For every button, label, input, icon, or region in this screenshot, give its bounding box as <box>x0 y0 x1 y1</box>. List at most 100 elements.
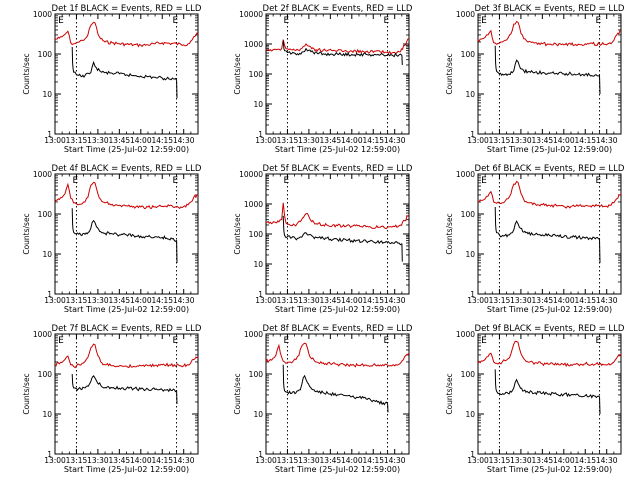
event-marker-label: E <box>173 336 179 346</box>
plot-panel-7: Det 7f BLACK = Events, RED = LLD 1 10 100 10… <box>22 324 202 474</box>
x-tick-label: 14:15 <box>362 136 384 145</box>
x-tick-label: 13:45 <box>320 136 342 145</box>
panel-title: Det 5f BLACK = Events, RED = LLD <box>263 164 413 174</box>
event-marker-label: E <box>384 336 390 346</box>
x-tick-label: 14:30 <box>596 136 618 145</box>
events-series-line <box>599 75 601 95</box>
y-tick-label: 100 <box>249 230 264 239</box>
plot-panel-6: Det 6f BLACK = Events, RED = LLD 1 10 100 10… <box>445 164 625 314</box>
x-tick-label: 14:15 <box>362 456 384 465</box>
x-tick-label: 14:30 <box>384 136 406 145</box>
y-tick-label: 1000 <box>33 170 52 179</box>
x-tick-label: 13:15 <box>489 456 511 465</box>
plot-panel-2: Det 2f BLACK = Events, RED = LLD 1 10 100 10… <box>233 4 413 154</box>
y-tick-label: 10 <box>42 250 52 259</box>
y-axis-label: Counts/sec <box>22 53 31 94</box>
plot-panel-3: Det 3f BLACK = Events, RED = LLD 1 10 100 10… <box>445 4 625 154</box>
y-tick-label: 10 <box>253 100 263 109</box>
y-tick-label: 1000 <box>244 200 263 209</box>
y-tick-label: 10000 <box>239 10 263 19</box>
lld-series-line <box>54 181 198 210</box>
x-tick-label: 14:30 <box>384 456 406 465</box>
event-marker-label: E <box>384 16 390 26</box>
x-tick-label: 13:15 <box>277 296 299 305</box>
events-series-line <box>282 215 403 246</box>
plot-panel-8: Det 8f BLACK = Events, RED = LLD 1 10 100 10… <box>233 324 413 474</box>
event-marker-label: E <box>481 336 487 346</box>
y-axis-label: Counts/sec <box>22 213 31 254</box>
lld-series-line <box>54 343 199 369</box>
x-tick-label: 14:30 <box>384 296 406 305</box>
x-axis-label: Start Time (25-Jul-02 12:59:00) <box>64 145 189 154</box>
x-tick-label: 13:15 <box>489 136 511 145</box>
x-axis-label: Start Time (25-Jul-02 12:59:00) <box>487 305 612 314</box>
x-tick-label: 13:45 <box>532 136 554 145</box>
panel-title: Det 7f BLACK = Events, RED = LLD <box>52 324 202 334</box>
y-tick-label: 10 <box>42 410 52 419</box>
panel-title: Det 8f BLACK = Events, RED = LLD <box>263 324 413 334</box>
y-tick-label: 1000 <box>456 10 475 19</box>
event-marker-label: E <box>72 176 78 186</box>
x-tick-label: 14:30 <box>173 456 195 465</box>
lld-series-line <box>54 21 199 48</box>
panel-title: Det 6f BLACK = Events, RED = LLD <box>475 164 625 174</box>
y-axis-label: Counts/sec <box>445 53 454 94</box>
event-marker-label: E <box>173 176 179 186</box>
y-tick-label: 1 <box>258 130 263 139</box>
x-tick-label: 13:15 <box>489 296 511 305</box>
x-tick-label: 13:15 <box>66 456 88 465</box>
lld-series-line <box>265 202 410 230</box>
panel-title: Det 2f BLACK = Events, RED = LLD <box>263 4 413 14</box>
x-tick-label: 14:00 <box>130 296 152 305</box>
x-tick-label: 13:30 <box>510 456 532 465</box>
y-tick-label: 100 <box>249 370 264 379</box>
y-tick-label: 1000 <box>244 40 263 49</box>
y-tick-label: 1 <box>47 450 52 459</box>
events-series-line <box>282 364 389 406</box>
x-tick-label: 13:00 <box>467 456 489 465</box>
x-tick-label: 13:30 <box>298 296 320 305</box>
x-tick-label: 13:30 <box>87 296 109 305</box>
events-series-line <box>71 373 177 393</box>
y-axis-label: Counts/sec <box>445 213 454 254</box>
y-tick-label: 1 <box>47 130 52 139</box>
x-tick-label: 13:15 <box>66 296 88 305</box>
y-axis-label: Counts/sec <box>445 373 454 414</box>
x-tick-label: 14:00 <box>341 296 363 305</box>
x-tick-label: 14:00 <box>130 456 152 465</box>
x-tick-label: 14:15 <box>574 136 596 145</box>
y-tick-label: 10 <box>465 90 475 99</box>
y-tick-label: 1000 <box>456 330 475 339</box>
event-marker-label: E <box>596 16 602 26</box>
x-tick-label: 13:45 <box>320 296 342 305</box>
x-tick-label: 13:30 <box>298 136 320 145</box>
x-tick-label: 13:00 <box>255 296 277 305</box>
x-tick-label: 13:00 <box>44 136 66 145</box>
x-tick-label: 14:00 <box>553 296 575 305</box>
y-axis-label: Counts/sec <box>233 213 242 254</box>
y-tick-label: 1000 <box>456 170 475 179</box>
plot-panel-5: Det 5f BLACK = Events, RED = LLD 1 10 100 10… <box>233 164 413 314</box>
panel-title: Det 4f BLACK = Events, RED = LLD <box>52 164 202 174</box>
event-marker-label: E <box>596 336 602 346</box>
x-tick-label: 14:00 <box>341 456 363 465</box>
plot-panel-1: Det 1f BLACK = Events, RED = LLD 1 10 100 10… <box>22 4 202 154</box>
x-tick-label: 14:15 <box>151 136 173 145</box>
event-marker-label: E <box>384 176 390 186</box>
x-tick-label: 13:30 <box>87 456 109 465</box>
y-tick-label: 1000 <box>33 330 52 339</box>
x-tick-label: 14:30 <box>173 136 195 145</box>
y-tick-label: 10000 <box>239 170 263 179</box>
x-tick-label: 14:30 <box>596 456 618 465</box>
y-tick-label: 1 <box>470 450 475 459</box>
y-axis-label: Counts/sec <box>233 373 242 414</box>
x-tick-label: 13:45 <box>109 456 131 465</box>
x-tick-label: 13:30 <box>510 136 532 145</box>
x-tick-label: 13:15 <box>277 456 299 465</box>
x-tick-label: 14:15 <box>574 456 596 465</box>
x-tick-label: 13:00 <box>44 296 66 305</box>
events-series-line <box>494 45 600 77</box>
lld-series-line <box>265 342 410 368</box>
panel-title: Det 1f BLACK = Events, RED = LLD <box>52 4 202 14</box>
